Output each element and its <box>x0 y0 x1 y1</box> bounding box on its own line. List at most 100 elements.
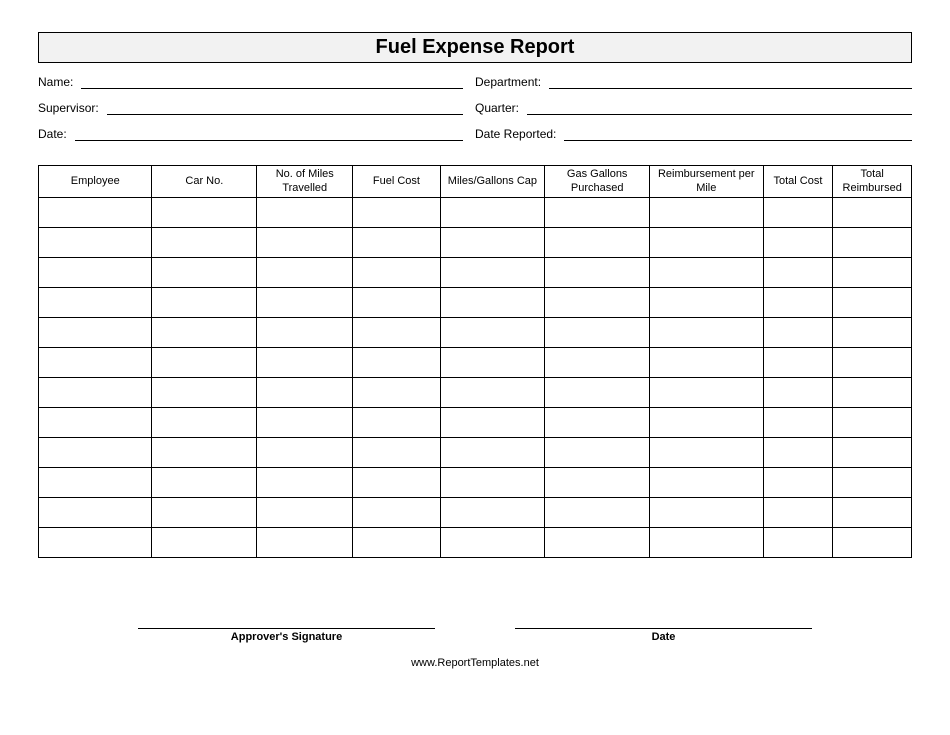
table-cell[interactable] <box>763 438 833 468</box>
table-cell[interactable] <box>763 258 833 288</box>
table-cell[interactable] <box>152 378 257 408</box>
table-cell[interactable] <box>650 258 763 288</box>
table-cell[interactable] <box>353 348 440 378</box>
department-line[interactable] <box>549 73 912 89</box>
table-cell[interactable] <box>353 498 440 528</box>
table-cell[interactable] <box>440 528 545 558</box>
table-cell[interactable] <box>152 408 257 438</box>
table-cell[interactable] <box>545 378 650 408</box>
table-cell[interactable] <box>650 228 763 258</box>
table-cell[interactable] <box>545 288 650 318</box>
table-cell[interactable] <box>763 468 833 498</box>
table-cell[interactable] <box>763 198 833 228</box>
table-cell[interactable] <box>257 288 353 318</box>
table-cell[interactable] <box>152 198 257 228</box>
table-cell[interactable] <box>257 408 353 438</box>
table-cell[interactable] <box>353 378 440 408</box>
table-cell[interactable] <box>39 258 152 288</box>
table-cell[interactable] <box>152 228 257 258</box>
table-cell[interactable] <box>39 378 152 408</box>
table-cell[interactable] <box>39 198 152 228</box>
table-cell[interactable] <box>440 378 545 408</box>
table-cell[interactable] <box>353 408 440 438</box>
table-cell[interactable] <box>353 438 440 468</box>
table-cell[interactable] <box>152 258 257 288</box>
table-cell[interactable] <box>650 198 763 228</box>
table-cell[interactable] <box>833 318 912 348</box>
table-cell[interactable] <box>763 228 833 258</box>
table-cell[interactable] <box>545 318 650 348</box>
table-cell[interactable] <box>545 348 650 378</box>
quarter-line[interactable] <box>527 99 912 115</box>
table-cell[interactable] <box>545 198 650 228</box>
table-cell[interactable] <box>39 318 152 348</box>
table-cell[interactable] <box>152 528 257 558</box>
table-cell[interactable] <box>257 438 353 468</box>
table-cell[interactable] <box>440 498 545 528</box>
name-line[interactable] <box>81 73 463 89</box>
table-cell[interactable] <box>353 528 440 558</box>
table-cell[interactable] <box>763 528 833 558</box>
table-cell[interactable] <box>650 348 763 378</box>
table-cell[interactable] <box>440 438 545 468</box>
table-cell[interactable] <box>353 318 440 348</box>
table-cell[interactable] <box>440 288 545 318</box>
table-cell[interactable] <box>650 378 763 408</box>
table-cell[interactable] <box>650 288 763 318</box>
table-cell[interactable] <box>257 198 353 228</box>
table-cell[interactable] <box>39 408 152 438</box>
table-cell[interactable] <box>833 288 912 318</box>
table-cell[interactable] <box>440 408 545 438</box>
table-cell[interactable] <box>440 318 545 348</box>
table-cell[interactable] <box>353 468 440 498</box>
table-cell[interactable] <box>650 468 763 498</box>
table-cell[interactable] <box>440 258 545 288</box>
table-cell[interactable] <box>152 318 257 348</box>
table-cell[interactable] <box>833 348 912 378</box>
table-cell[interactable] <box>353 198 440 228</box>
table-cell[interactable] <box>257 528 353 558</box>
table-cell[interactable] <box>257 318 353 348</box>
table-cell[interactable] <box>353 288 440 318</box>
table-cell[interactable] <box>353 258 440 288</box>
supervisor-line[interactable] <box>107 99 463 115</box>
table-cell[interactable] <box>833 378 912 408</box>
table-cell[interactable] <box>833 438 912 468</box>
table-cell[interactable] <box>833 198 912 228</box>
table-cell[interactable] <box>257 228 353 258</box>
table-cell[interactable] <box>545 498 650 528</box>
table-cell[interactable] <box>763 318 833 348</box>
table-cell[interactable] <box>650 438 763 468</box>
table-cell[interactable] <box>650 498 763 528</box>
table-cell[interactable] <box>257 498 353 528</box>
table-cell[interactable] <box>152 348 257 378</box>
table-cell[interactable] <box>257 378 353 408</box>
table-cell[interactable] <box>763 378 833 408</box>
table-cell[interactable] <box>152 438 257 468</box>
table-cell[interactable] <box>440 198 545 228</box>
table-cell[interactable] <box>39 528 152 558</box>
table-cell[interactable] <box>545 438 650 468</box>
table-cell[interactable] <box>763 498 833 528</box>
table-cell[interactable] <box>152 288 257 318</box>
table-cell[interactable] <box>39 498 152 528</box>
table-cell[interactable] <box>257 258 353 288</box>
table-cell[interactable] <box>545 528 650 558</box>
table-cell[interactable] <box>257 348 353 378</box>
table-cell[interactable] <box>440 468 545 498</box>
table-cell[interactable] <box>440 228 545 258</box>
table-cell[interactable] <box>39 228 152 258</box>
table-cell[interactable] <box>440 348 545 378</box>
table-cell[interactable] <box>257 468 353 498</box>
table-cell[interactable] <box>650 318 763 348</box>
table-cell[interactable] <box>650 408 763 438</box>
table-cell[interactable] <box>763 408 833 438</box>
table-cell[interactable] <box>833 498 912 528</box>
table-cell[interactable] <box>833 408 912 438</box>
table-cell[interactable] <box>545 408 650 438</box>
table-cell[interactable] <box>763 288 833 318</box>
date-line[interactable] <box>75 125 463 141</box>
table-cell[interactable] <box>39 438 152 468</box>
table-cell[interactable] <box>39 348 152 378</box>
table-cell[interactable] <box>39 288 152 318</box>
